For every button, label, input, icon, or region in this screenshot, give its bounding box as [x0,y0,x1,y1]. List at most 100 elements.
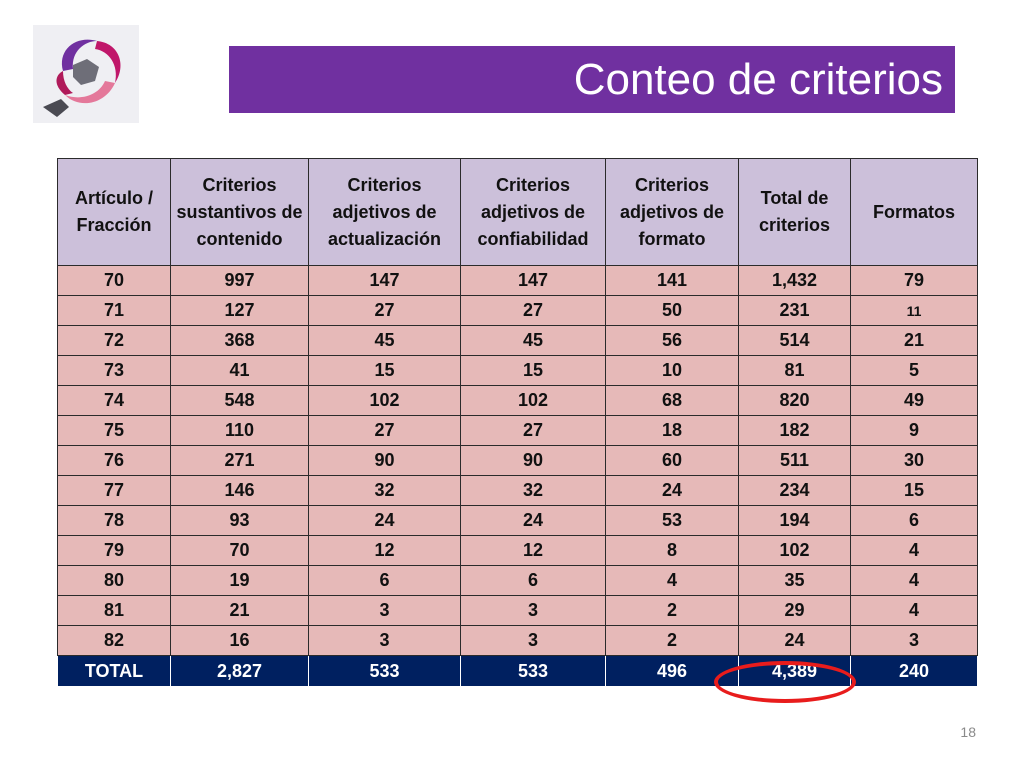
table-cell: 4 [850,565,978,596]
header-criterios-formato: Criterios adjetivos de formato [605,158,739,266]
table-cell: 5 [850,355,978,386]
table-cell: 1,432 [738,265,851,296]
table-cell: 6 [460,565,606,596]
table-cell: 27 [308,295,461,326]
table-cell: 19 [170,565,309,596]
table-cell: 182 [738,415,851,446]
table-cell: 70 [57,265,171,296]
table-cell: 11 [850,295,978,326]
table-cell: 32 [460,475,606,506]
table-cell: 93 [170,505,309,536]
table-row: 74 548 102 102 68 820 49 [57,385,978,416]
table-cell: 72 [57,325,171,356]
table-cell: 102 [460,385,606,416]
table-cell: 21 [850,325,978,356]
table-cell: 78 [57,505,171,536]
table-cell: 110 [170,415,309,446]
table-cell: 102 [308,385,461,416]
table-cell: 10 [605,355,739,386]
table-cell: 234 [738,475,851,506]
table-row: 75 110 27 27 18 182 9 [57,415,978,446]
table-cell: 27 [460,415,606,446]
table-cell: 3 [850,625,978,656]
table-cell: 68 [605,385,739,416]
table-cell: 194 [738,505,851,536]
table-cell: 81 [738,355,851,386]
highlight-ellipse [714,661,856,703]
table-cell: 548 [170,385,309,416]
table-cell: 24 [460,505,606,536]
table-cell: 4 [605,565,739,596]
table-cell: 6 [308,565,461,596]
table-cell: 15 [460,355,606,386]
table-cell: 3 [308,595,461,626]
table-cell: 60 [605,445,739,476]
table-cell: 29 [738,595,851,626]
page-number: 18 [960,724,976,740]
criteria-table: Artículo / Fracción Criterios sustantivo… [57,158,978,687]
table-cell: 2 [605,595,739,626]
slide-title: Conteo de criterios [229,46,955,113]
total-label: TOTAL [57,655,171,687]
header-criterios-sustantivos: Criterios sustantivos de contenido [170,158,309,266]
table-row: 70 997 147 147 141 1,432 79 [57,265,978,296]
table-cell: 820 [738,385,851,416]
table-row: 71 127 27 27 50 231 11 [57,295,978,326]
table-cell: 3 [460,595,606,626]
table-cell: 50 [605,295,739,326]
table-cell: 9 [850,415,978,446]
table-cell: 82 [57,625,171,656]
table-cell: 15 [850,475,978,506]
slide-title-text: Conteo de criterios [573,54,943,104]
table-cell: 74 [57,385,171,416]
table-row: 78 93 24 24 53 194 6 [57,505,978,536]
table-cell: 18 [605,415,739,446]
table-cell: 146 [170,475,309,506]
total-cell: 2,827 [170,655,309,687]
table-cell: 27 [460,295,606,326]
table-cell: 21 [170,595,309,626]
table-cell: 16 [170,625,309,656]
table-cell: 15 [308,355,461,386]
table-cell: 70 [170,535,309,566]
table-cell: 77 [57,475,171,506]
table-cell: 4 [850,535,978,566]
table-cell: 80 [57,565,171,596]
table-cell: 32 [308,475,461,506]
table-row: 72 368 45 45 56 514 21 [57,325,978,356]
table-cell: 24 [738,625,851,656]
total-cell: 533 [460,655,606,687]
table-cell: 6 [850,505,978,536]
table-cell: 271 [170,445,309,476]
table-cell: 102 [738,535,851,566]
table-cell: 127 [170,295,309,326]
table-cell: 3 [460,625,606,656]
table-cell: 997 [170,265,309,296]
table-cell: 24 [605,475,739,506]
table-cell: 368 [170,325,309,356]
table-cell: 8 [605,535,739,566]
table-row: 81 21 3 3 2 29 4 [57,595,978,626]
table-cell: 76 [57,445,171,476]
total-cell: 533 [308,655,461,687]
table-cell: 24 [308,505,461,536]
table-cell: 75 [57,415,171,446]
table-cell: 147 [460,265,606,296]
table-cell: 3 [308,625,461,656]
table-cell: 511 [738,445,851,476]
table-cell: 90 [460,445,606,476]
table-cell: 81 [57,595,171,626]
table-cell: 4 [850,595,978,626]
header-criterios-actualizacion: Criterios adjetivos de actualización [308,158,461,266]
table-cell: 90 [308,445,461,476]
table-cell: 2 [605,625,739,656]
table-cell: 73 [57,355,171,386]
table-row: 82 16 3 3 2 24 3 [57,625,978,656]
table-row: 79 70 12 12 8 102 4 [57,535,978,566]
total-cell: 496 [605,655,739,687]
table-cell: 231 [738,295,851,326]
table-cell: 27 [308,415,461,446]
total-cell: 240 [850,655,978,687]
table-row: 80 19 6 6 4 35 4 [57,565,978,596]
table-cell: 141 [605,265,739,296]
